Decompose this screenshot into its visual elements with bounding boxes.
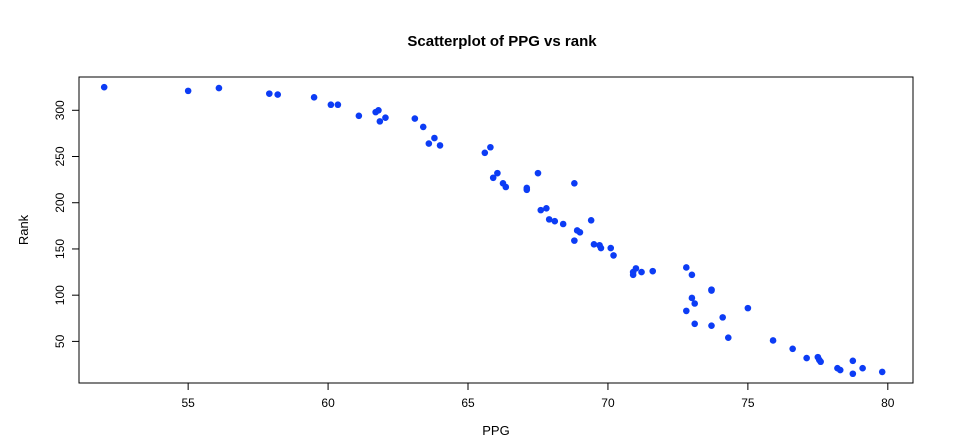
data-point [537,206,545,214]
data-point [610,252,617,259]
x-tick-label: 75 [741,396,755,410]
data-point [494,169,501,177]
data-point [571,237,578,244]
data-point [411,115,419,122]
data-point [691,300,699,307]
data-point [649,267,657,275]
x-tick-label: 55 [181,396,195,410]
data-point [100,83,108,91]
data-point [597,244,605,252]
data-point [632,265,640,272]
plot-frame [78,76,914,384]
data-point [590,241,598,248]
data-point [436,142,444,149]
data-point [688,271,696,279]
data-point [638,268,645,276]
y-tick-label: 150 [53,239,67,259]
y-axis-label: Rank [16,214,31,245]
chart-title: Scatterplot of PPG vs rank [407,33,597,50]
data-point [184,87,192,95]
data-point [836,366,844,374]
data-point [849,357,857,365]
data-point [327,101,335,109]
data-point [571,180,578,187]
data-point [382,114,389,121]
data-point [719,314,726,321]
data-point [419,123,427,131]
data-point [724,334,732,342]
data-points [100,83,886,378]
y-tick-label: 250 [53,146,67,166]
x-tick-label: 65 [461,396,475,410]
data-point [545,216,553,223]
data-point [551,217,559,225]
data-point [215,84,223,92]
x-tick-label: 60 [321,396,335,410]
data-point [708,322,715,329]
data-point [629,271,637,279]
data-point [502,183,510,191]
data-point [769,337,777,344]
data-point [878,368,886,376]
y-tick-label: 50 [53,334,67,348]
y-tick-label: 200 [53,192,67,212]
data-point [375,106,382,114]
data-point [708,287,715,294]
data-point [489,174,497,182]
data-point [587,216,595,224]
data-point [274,91,282,98]
data-point [425,140,433,147]
data-point [376,118,384,125]
data-point [691,320,699,328]
x-tick-label: 70 [601,396,615,410]
x-tick-label: 80 [881,396,895,410]
data-point [266,90,273,97]
data-point [534,169,542,177]
y-tick-label: 300 [53,100,67,120]
data-point [789,345,796,353]
data-point [683,264,690,271]
data-point [849,370,857,378]
data-point [523,186,531,194]
data-point [334,101,342,109]
y-axis: 50 100 150 200 250 300 [53,100,79,348]
data-point [559,220,567,228]
data-point [683,307,690,315]
data-point [859,364,866,372]
data-point [817,358,824,366]
data-point [487,143,494,151]
data-point [688,294,696,302]
x-axis-label: PPG [482,423,509,438]
data-point [431,134,438,142]
data-point [310,94,318,101]
data-point [355,112,363,120]
data-point [744,304,752,312]
data-point [803,354,810,362]
data-point [543,204,550,212]
data-point [481,149,489,157]
x-axis: 55 60 65 70 75 80 [181,383,895,410]
data-point [576,229,584,236]
y-tick-label: 100 [53,285,67,305]
data-point [607,244,615,252]
